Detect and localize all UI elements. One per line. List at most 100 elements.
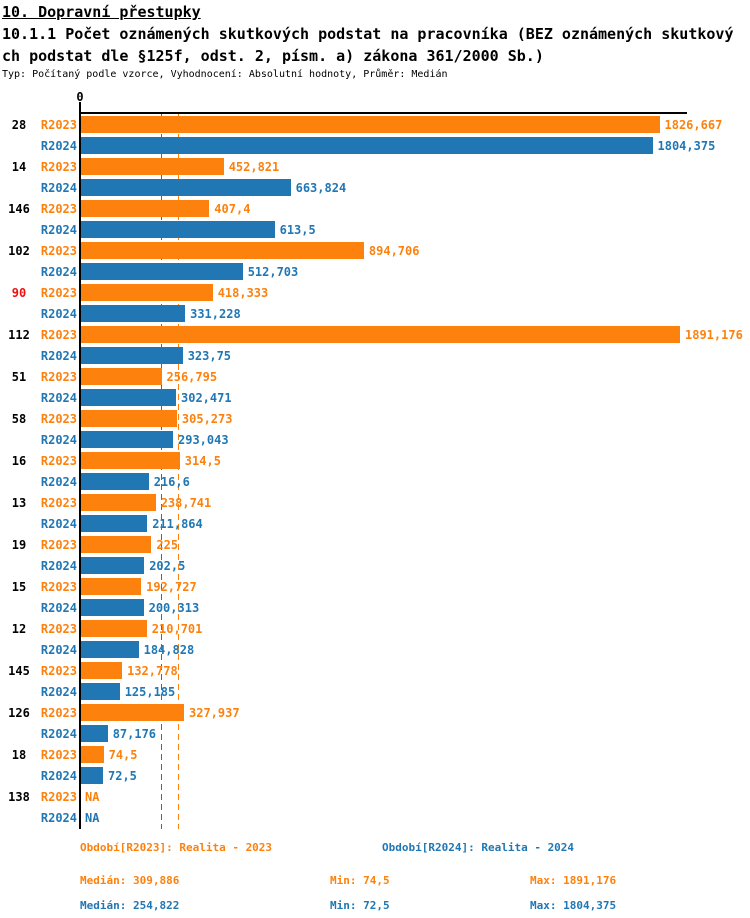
bar-r2023-13 (80, 494, 156, 511)
bar-r2023-146 (80, 200, 210, 217)
category-label-112: 112 (8, 328, 30, 342)
category-label-51: 51 (11, 370, 27, 384)
series-label-r2023-126: R2023 (40, 706, 77, 720)
category-label-16: 16 (11, 454, 27, 468)
stat-min-r2024: Min: 72,5 (330, 899, 390, 912)
category-label-18: 18 (11, 748, 27, 762)
series-label-r2024-145: R2024 (40, 685, 77, 699)
value-label-r2023-51: 256,795 (166, 370, 218, 384)
category-label-126: 126 (8, 706, 30, 720)
series-label-r2023-112: R2023 (40, 328, 77, 342)
x-axis-line (79, 112, 687, 114)
category-label-15: 15 (11, 580, 27, 594)
series-label-r2023-14: R2023 (40, 160, 77, 174)
series-label-r2023-138: R2023 (40, 790, 77, 804)
bar-r2024-146 (80, 221, 275, 238)
series-label-r2024-102: R2024 (40, 265, 77, 279)
category-label-14: 14 (11, 160, 27, 174)
bar-r2023-16 (80, 452, 180, 469)
bar-r2023-58 (80, 410, 177, 427)
value-label-r2023-112: 1891,176 (685, 328, 743, 342)
bar-r2023-28 (80, 116, 660, 133)
series-label-r2023-18: R2023 (40, 748, 77, 762)
bar-r2024-19 (80, 557, 145, 574)
page-title: 10. Dopravní přestupky (2, 3, 201, 21)
value-label-r2023-90: 418,333 (217, 286, 269, 300)
value-label-r2023-13: 238,741 (160, 496, 212, 510)
value-label-r2024-90: 331,228 (190, 307, 241, 321)
value-label-r2024-145: 125,185 (124, 685, 176, 699)
chart-meta-info: Typ: Počítaný podle vzorce, Vyhodnocení:… (2, 69, 448, 80)
value-label-r2023-126: 327,937 (189, 706, 240, 720)
bar-r2024-126 (80, 725, 108, 742)
series-label-r2023-15: R2023 (40, 580, 77, 594)
value-label-r2024-138: NA (85, 811, 100, 825)
value-label-r2023-145: 132,778 (127, 664, 178, 678)
series-label-r2024-14: R2024 (40, 181, 77, 195)
series-label-r2024-13: R2024 (40, 517, 77, 531)
series-label-r2024-16: R2024 (40, 475, 77, 489)
category-label-102: 102 (8, 244, 30, 258)
value-label-r2024-19: 202,5 (149, 559, 186, 573)
series-label-r2024-28: R2024 (40, 139, 77, 153)
bar-r2024-15 (80, 599, 144, 616)
bar-r2023-102 (80, 242, 364, 259)
page-subtitle-line2: ch podstat dle §125f, odst. 2, písm. a) … (2, 47, 544, 65)
category-label-13: 13 (11, 496, 27, 510)
series-label-r2024-90: R2024 (40, 307, 77, 321)
category-label-90: 90 (11, 286, 27, 300)
bar-r2023-15 (80, 578, 142, 595)
series-label-r2024-58: R2024 (40, 433, 77, 447)
series-label-r2023-102: R2023 (40, 244, 77, 258)
series-label-r2024-146: R2024 (40, 223, 77, 237)
bar-r2024-51 (80, 389, 176, 406)
series-label-r2023-51: R2023 (40, 370, 77, 384)
stat-median-r2023: Medián: 309,886 (80, 874, 180, 887)
legend-r2023: Období[R2023]: Realita - 2023 (80, 841, 273, 854)
bar-r2024-112 (80, 347, 183, 364)
bar-r2024-145 (80, 683, 120, 700)
series-label-r2023-16: R2023 (40, 454, 77, 468)
category-label-19: 19 (11, 538, 27, 552)
series-label-r2024-12: R2024 (40, 643, 77, 657)
bar-r2023-112 (80, 326, 680, 343)
value-label-r2023-12: 210,701 (151, 622, 203, 636)
value-label-r2024-112: 323,75 (187, 349, 232, 363)
stat-min-r2023: Min: 74,5 (330, 874, 390, 887)
bar-r2023-126 (80, 704, 184, 721)
bar-r2024-102 (80, 263, 243, 280)
series-label-r2023-12: R2023 (40, 622, 77, 636)
category-label-28: 28 (11, 118, 27, 132)
series-label-r2024-112: R2024 (40, 349, 77, 363)
value-label-r2023-138: NA (85, 790, 100, 804)
x-axis-zero-tick-label: 0 (76, 90, 84, 104)
series-label-r2023-13: R2023 (40, 496, 77, 510)
value-label-r2023-58: 305,273 (181, 412, 233, 426)
bar-r2024-12 (80, 641, 139, 658)
value-label-r2023-146: 407,4 (214, 202, 251, 216)
bar-r2024-13 (80, 515, 148, 532)
bar-r2023-90 (80, 284, 213, 301)
series-label-r2024-126: R2024 (40, 727, 77, 741)
stat-max-r2023: Max: 1891,176 (530, 874, 617, 887)
x-axis-zero-tick (79, 102, 81, 113)
value-label-r2023-18: 74,5 (108, 748, 138, 762)
value-label-r2024-16: 216,6 (153, 475, 190, 489)
value-label-r2023-14: 452,821 (228, 160, 280, 174)
series-label-r2023-58: R2023 (40, 412, 77, 426)
value-label-r2024-13: 211,864 (152, 517, 203, 531)
page-subtitle-line1: 10.1.1 Počet oznámených skutkových podst… (2, 25, 734, 43)
reference-line-median-r2023 (178, 114, 180, 829)
series-label-r2023-28: R2023 (40, 118, 77, 132)
y-axis-line (79, 112, 81, 829)
series-label-r2023-19: R2023 (40, 538, 77, 552)
value-label-r2023-102: 894,706 (368, 244, 420, 258)
series-label-r2024-51: R2024 (40, 391, 77, 405)
bar-r2024-14 (80, 179, 291, 196)
series-label-r2024-138: R2024 (40, 811, 77, 825)
value-label-r2023-19: 225 (156, 538, 179, 552)
bar-r2024-16 (80, 473, 149, 490)
series-label-r2023-90: R2023 (40, 286, 77, 300)
